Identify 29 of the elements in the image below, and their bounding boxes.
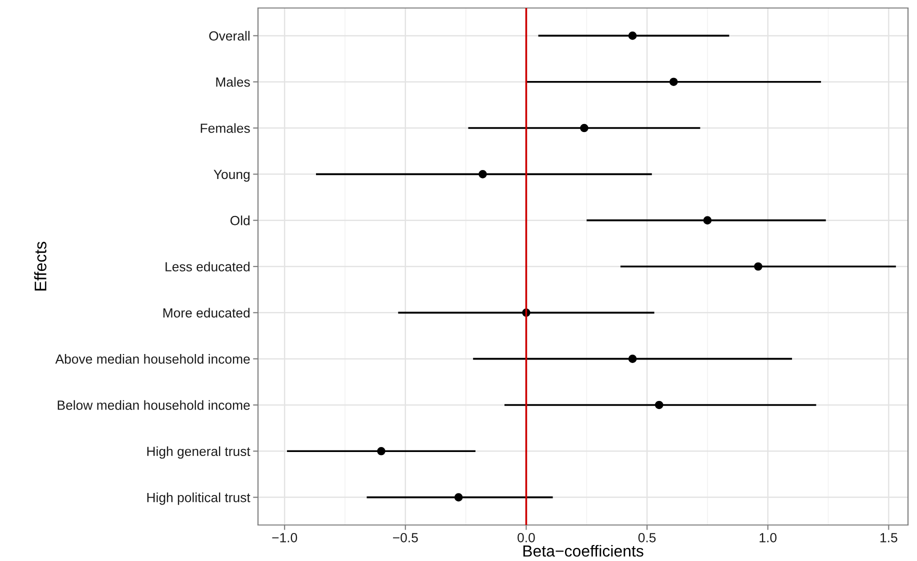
y-tick-label: Males xyxy=(216,77,250,87)
point xyxy=(580,124,588,132)
point xyxy=(654,400,664,410)
x-tick-label: 0.5 xyxy=(638,532,656,542)
y-tick-label: More educated xyxy=(163,308,250,318)
point xyxy=(628,32,637,40)
y-tick-label: Females xyxy=(200,123,250,133)
y-tick-label: Below median household income xyxy=(58,400,250,410)
x-tick-label: 1.0 xyxy=(760,532,777,542)
x-tick-label: −1.0 xyxy=(272,532,298,542)
x-tick-label: 0.0 xyxy=(518,532,535,542)
point xyxy=(754,262,762,271)
y-tick-label: Old xyxy=(230,216,250,226)
point xyxy=(628,354,637,363)
y-tick-label: High political trust xyxy=(147,492,250,505)
y-axis-title: Effects xyxy=(34,242,46,290)
point xyxy=(454,493,463,502)
y-tick-label: Above median household income xyxy=(55,354,250,364)
y-tick-label: Young xyxy=(214,170,250,182)
x-tick-label: 1.5 xyxy=(880,533,898,542)
point xyxy=(703,216,712,225)
x-axis-title: Beta−coefficients xyxy=(523,544,644,557)
point xyxy=(478,170,487,178)
y-tick-label: Overall xyxy=(209,30,250,41)
point xyxy=(377,446,386,456)
y-tick-label: High general trust xyxy=(147,446,250,459)
point xyxy=(669,78,678,86)
x-tick-label: −0.5 xyxy=(393,532,418,542)
y-tick-label: Less educated xyxy=(166,262,250,272)
